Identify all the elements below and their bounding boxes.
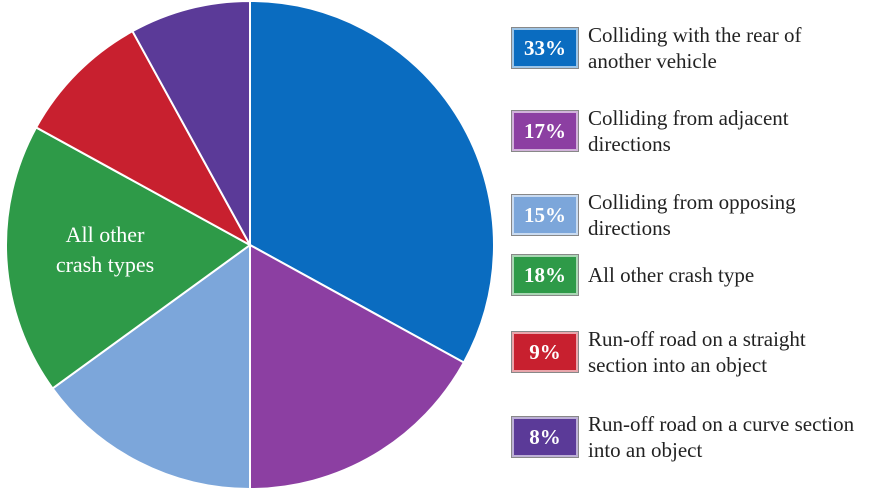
legend-entry: 17% Colliding from adjacent directions: [511, 105, 867, 157]
legend-label: Colliding from opposing directions: [588, 190, 796, 240]
legend-label: All other crash type: [588, 263, 755, 287]
legend-swatch: 33%: [511, 27, 579, 69]
pie-slice: [5, 126, 252, 390]
pie-slice: [249, 243, 466, 491]
legend-entry: 15% Colliding from opposing directions: [511, 189, 867, 241]
legend-entry: 9% Run-off road on a straight section int…: [511, 326, 867, 378]
legend-entry: 33% Colliding with the rear of another ve…: [511, 22, 867, 74]
pie-chart: [5, 0, 495, 491]
pie-slice: [131, 0, 251, 246]
legend-swatch: 15%: [511, 194, 579, 236]
legend-entry: 18% All other crash type: [511, 254, 867, 296]
legend-swatch: 8%: [511, 416, 579, 458]
legend-swatch: 9%: [511, 331, 579, 373]
legend-swatch: 17%: [511, 110, 579, 152]
legend-label: Colliding from adjacent directions: [588, 106, 789, 156]
legend-label: Run-off road on a straight section into …: [588, 327, 806, 377]
pie-slice: [34, 29, 253, 248]
pie-slice: [249, 0, 495, 364]
legend-label: Run-off road on a curve section into an …: [588, 412, 855, 462]
legend-label: Colliding with the rear of another vehic…: [588, 23, 802, 73]
slice-annotation: All other crash types: [55, 222, 155, 277]
pie-slice: [51, 243, 251, 491]
legend-entry: 8% Run-off road on a curve section into a…: [511, 411, 867, 463]
legend-swatch: 18%: [511, 254, 579, 296]
